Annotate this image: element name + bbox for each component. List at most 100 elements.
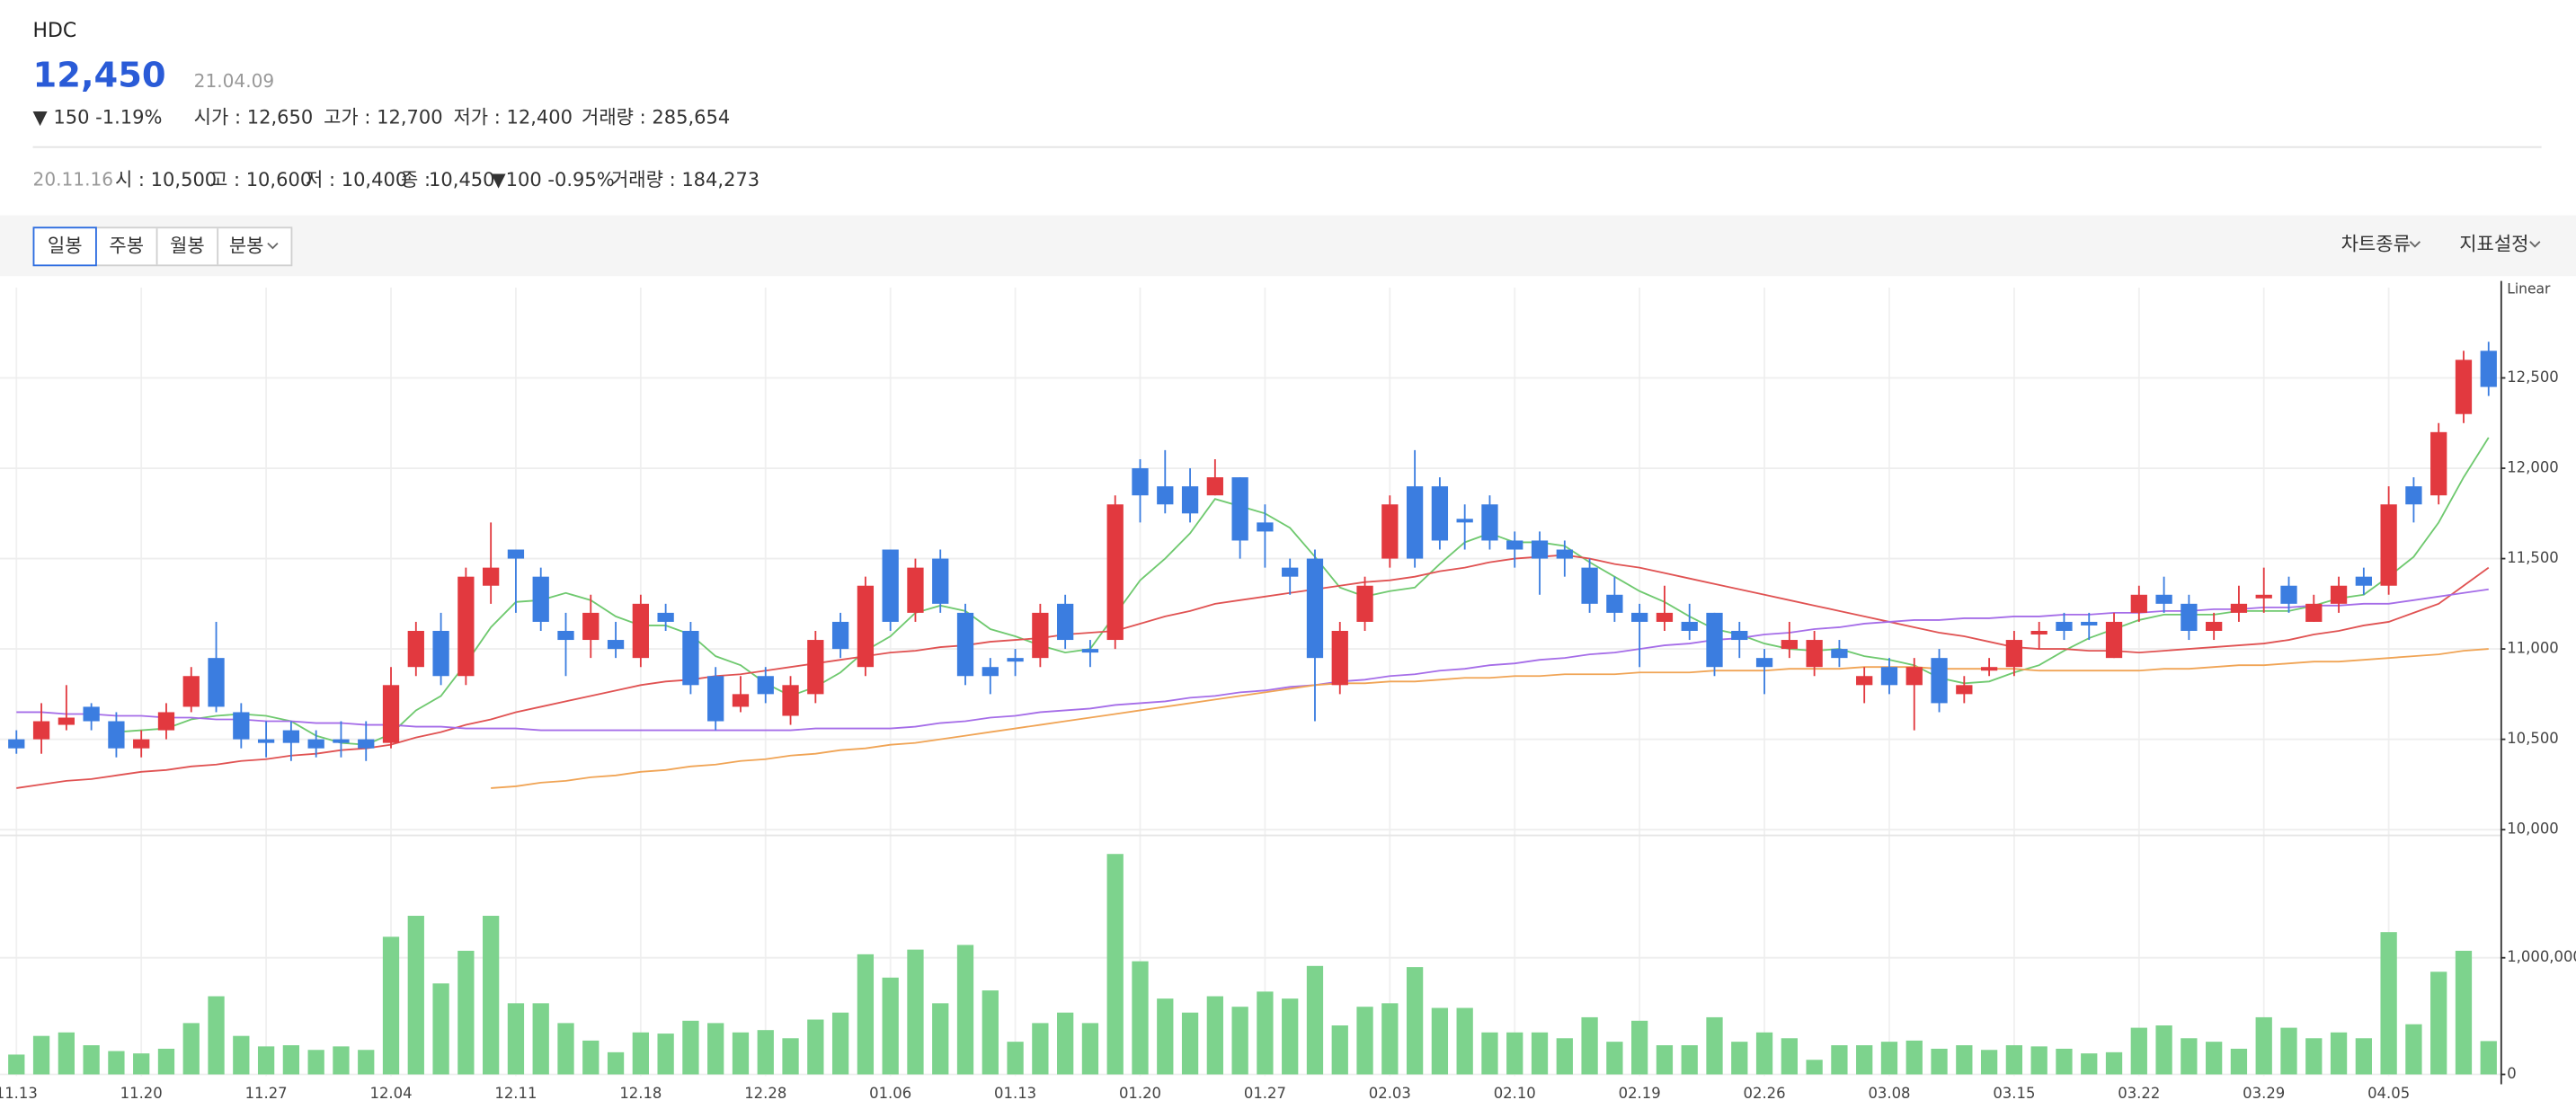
current-price: 12,450 <box>33 56 166 96</box>
candle-body <box>1706 612 1723 668</box>
x-tick-label: 02.10 <box>1494 1085 1536 1102</box>
volume-bar <box>1081 1023 1099 1075</box>
y-tick-label: 10,500 <box>2507 730 2559 747</box>
x-tick-label: 02.19 <box>1619 1085 1661 1102</box>
candle-body <box>707 676 724 722</box>
volume-bar <box>1931 1048 1948 1075</box>
tab-daily[interactable]: 일봉 <box>48 234 83 256</box>
volume-bar <box>657 1034 674 1075</box>
volume-bar <box>382 936 400 1075</box>
tab-minute[interactable]: 분봉 <box>229 234 264 256</box>
candle-body <box>857 585 875 668</box>
volume-bar <box>682 1020 699 1075</box>
y-tick-label: 1,000,000 <box>2507 948 2576 965</box>
candle-body <box>1456 519 1473 523</box>
chart-type-menu[interactable]: 차트종류 <box>2341 232 2411 254</box>
moving-average <box>16 588 2489 732</box>
candle-body <box>1257 522 1274 532</box>
candle-body <box>2430 431 2447 496</box>
candle-body <box>732 694 750 707</box>
volume-bar <box>1456 1007 1473 1075</box>
volume-bar <box>582 1040 600 1075</box>
candle-body <box>1556 549 1573 559</box>
x-tick-label: 11.13 <box>0 1085 38 1102</box>
chevron <box>2409 241 2421 248</box>
volume-bar <box>2155 1025 2172 1075</box>
low-stat: 저가 : 12,400 <box>453 106 573 129</box>
candle-body <box>407 630 424 668</box>
volume-bar <box>1057 1012 1074 1075</box>
volume-bar <box>2430 971 2447 1075</box>
x-tick-label: 12.18 <box>619 1085 662 1102</box>
volume-bar <box>1806 1060 1823 1075</box>
volume-bar <box>1631 1020 1648 1075</box>
candle-body <box>1106 504 1124 641</box>
info-high: 고 : 10,600 <box>210 168 312 191</box>
stock-name: HDC <box>33 20 77 42</box>
volume-bar <box>932 1003 949 1075</box>
candle-body <box>133 739 150 749</box>
volume-bar <box>1481 1032 1498 1075</box>
candle-body <box>932 558 949 604</box>
x-tick-label: 01.13 <box>994 1085 1036 1102</box>
y-tick-label: 0 <box>2507 1065 2516 1082</box>
volume-bar <box>208 996 225 1075</box>
moving-average <box>16 554 2490 789</box>
candle-body <box>1007 658 1024 662</box>
volume-stat: 거래량 : 285,654 <box>582 106 730 129</box>
candle-body <box>2155 594 2172 604</box>
volume-bar <box>857 954 875 1075</box>
candle-body <box>1631 612 1648 622</box>
tab-selected[interactable] <box>32 226 97 267</box>
volume-bar <box>457 950 475 1075</box>
candle-body <box>807 640 824 695</box>
volume-bar <box>1406 967 1424 1075</box>
candle-body <box>457 576 475 677</box>
candle-body <box>2480 350 2497 387</box>
candle-body <box>1381 504 1399 559</box>
candle-body <box>83 706 100 722</box>
volume-bar <box>8 1054 25 1075</box>
candle-body <box>233 712 250 740</box>
candle-body <box>1331 630 1348 686</box>
candle-body <box>58 717 75 725</box>
x-tick-label: 03.22 <box>2118 1085 2160 1102</box>
tab-weekly[interactable]: 주봉 <box>109 234 144 256</box>
x-tick-label: 12.11 <box>494 1085 537 1102</box>
candle-body <box>1980 667 1998 671</box>
candle-body <box>2030 630 2047 635</box>
volume-bar <box>282 1045 300 1075</box>
candle-body <box>1032 612 1049 659</box>
indicator-menu[interactable]: 지표설정 <box>2459 232 2528 254</box>
candle-body <box>1931 658 1948 704</box>
volume-bar <box>1980 1050 1998 1075</box>
candle-body <box>682 630 699 686</box>
candle-body <box>2330 585 2348 604</box>
high-stat: 고가 : 12,700 <box>324 106 443 129</box>
volume-bar <box>1556 1038 1573 1075</box>
volume-bar <box>358 1050 375 1075</box>
volume-bar <box>1206 996 1223 1075</box>
candle-body <box>2081 621 2098 625</box>
candle-body <box>1406 486 1424 559</box>
volume-bar <box>982 990 999 1075</box>
x-tick-label: 01.20 <box>1119 1085 1161 1102</box>
volume-bar <box>2130 1027 2147 1075</box>
volume-bar <box>2480 1041 2497 1075</box>
info-open: 시 : 10,500 <box>115 168 217 191</box>
tab-monthly[interactable]: 월봉 <box>170 234 205 256</box>
toolbar <box>0 215 2576 277</box>
candle-body <box>532 576 549 622</box>
volume-bar <box>532 1003 549 1075</box>
candle-body <box>2455 359 2473 414</box>
volume-bar <box>1381 1003 1399 1075</box>
volume-bar <box>1781 1038 1798 1075</box>
volume-bar <box>32 1035 50 1075</box>
x-tick-label: 03.08 <box>1868 1085 1910 1102</box>
volume-bar <box>1356 1007 1373 1075</box>
volume-bar <box>432 983 449 1075</box>
candle-body <box>882 549 899 622</box>
volume-bar <box>2030 1046 2047 1075</box>
candle-body <box>1181 486 1199 514</box>
price-change: ▼ 150 -1.19% <box>33 106 163 129</box>
